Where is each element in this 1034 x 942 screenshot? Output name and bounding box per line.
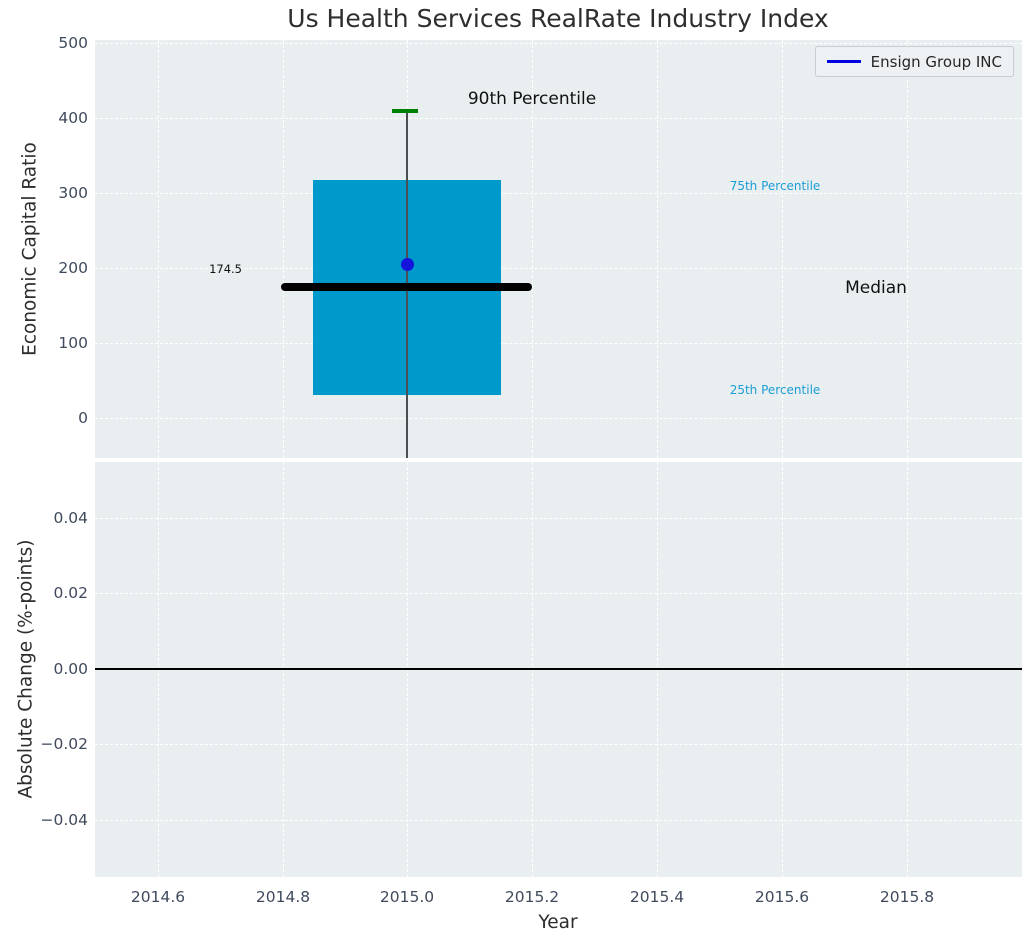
p75-label: 75th Percentile [729, 179, 821, 193]
ytick-top: 300 [58, 184, 88, 202]
gridline-h [95, 43, 1022, 44]
ytick-bottom: −0.02 [40, 735, 89, 753]
gridline-h [95, 593, 1022, 594]
xtick: 2015.4 [629, 888, 685, 906]
legend-line-icon [826, 60, 861, 63]
gridline-h [95, 744, 1022, 745]
gridline-h [95, 343, 1022, 344]
gridline-h [95, 268, 1022, 269]
gridline-v [782, 40, 783, 458]
legend-label: Ensign Group INC [870, 52, 1002, 71]
gridline-v [532, 40, 533, 458]
chart-title: Us Health Services RealRate Industry Ind… [287, 4, 829, 33]
top-axes: 90th Percentile 75th Percentile Median 2… [95, 40, 1022, 458]
x-axis-label: Year [538, 912, 578, 933]
xtick: 2014.8 [255, 888, 311, 906]
ytick-bottom: 0.02 [53, 584, 88, 602]
gridline-v [907, 40, 908, 458]
xtick: 2015.0 [379, 888, 435, 906]
p90-label: 90th Percentile [467, 89, 597, 109]
xtick: 2015.6 [754, 888, 810, 906]
gridline-h [95, 820, 1022, 821]
gridline-h [95, 418, 1022, 419]
zero-reference-line [95, 668, 1022, 670]
ytick-top: 0 [78, 409, 88, 427]
ytick-bottom: −0.04 [40, 811, 89, 829]
bottom-y-axis-label: Absolute Change (%-points) [15, 539, 37, 799]
xtick: 2014.6 [130, 888, 186, 906]
xtick: 2015.8 [879, 888, 935, 906]
median-value-label: 174.5 [209, 262, 242, 276]
ytick-bottom: 0.04 [53, 509, 88, 527]
median-label: Median [845, 278, 907, 298]
ytick-top: 100 [58, 334, 88, 352]
ytick-top: 200 [58, 259, 88, 277]
gridline-v [283, 40, 284, 458]
gridline-h [95, 118, 1022, 119]
ytick-top: 500 [58, 34, 88, 52]
bottom-axes [95, 462, 1022, 877]
p25-label: 25th Percentile [729, 383, 821, 397]
gridline-h [95, 518, 1022, 519]
p90-cap [392, 109, 418, 113]
legend: Ensign Group INC [814, 46, 1014, 77]
median-line [281, 283, 532, 291]
xtick: 2015.2 [504, 888, 560, 906]
ytick-bottom: 0.00 [53, 660, 88, 678]
gridline-h [95, 193, 1022, 194]
company-data-point [401, 258, 414, 271]
ytick-top: 400 [58, 109, 88, 127]
gridline-v [158, 40, 159, 458]
gridline-v [657, 40, 658, 458]
top-y-axis-label: Economic Capital Ratio [19, 142, 41, 356]
